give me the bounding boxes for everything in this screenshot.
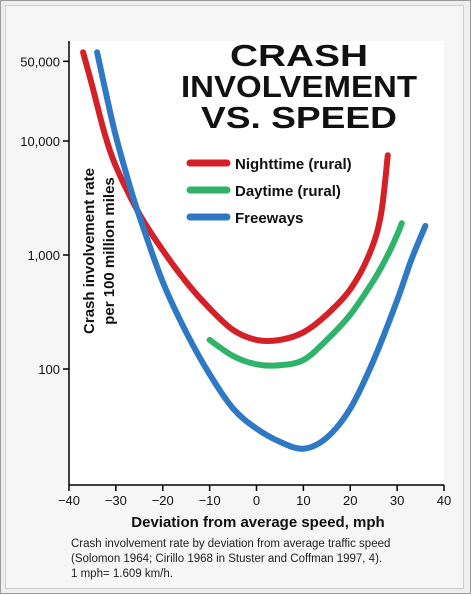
x-tick-label: −10 — [199, 493, 221, 508]
y-tick-label: 10,000 — [20, 134, 60, 149]
x-tick-label: −40 — [58, 493, 80, 508]
x-tick-label: 20 — [343, 493, 357, 508]
x-tick-label: −20 — [152, 493, 174, 508]
legend-label-daytime-rural: Daytime (rural) — [235, 183, 341, 200]
x-tick-label: 30 — [390, 493, 404, 508]
series-line-daytime-rural — [206, 220, 405, 369]
y-ticks: 50,000 10,000 1,000 100 — [20, 54, 69, 377]
x-tick-label: 10 — [296, 493, 310, 508]
y-tick-label: 100 — [38, 362, 60, 377]
series-group — [80, 49, 429, 452]
caption-line-2: (Solomon 1964; Cirillo 1968 in Stuster a… — [71, 553, 383, 565]
x-tick-label: 40 — [437, 493, 451, 508]
chart-title-line-3: VS. SPEED — [201, 100, 397, 135]
y-axis-label-line-2: per 100 million miles — [101, 177, 118, 325]
caption-line-1: Crash involvement rate by deviation from… — [71, 538, 391, 550]
legend-label-nighttime-rural: Nighttime (rural) — [235, 156, 352, 173]
series-line-nighttime-rural — [80, 49, 391, 345]
chart-title-line-1: CRASH — [230, 38, 368, 73]
series-line-freeways — [94, 49, 429, 452]
x-ticks: −40 −30 −20 −10 0 10 20 30 40 — [58, 485, 451, 508]
y-tick-label: 50,000 — [20, 54, 60, 69]
chart-title: CRASH INVOLVEMENT VS. SPEED — [181, 38, 417, 135]
y-tick-label: 1,000 — [27, 248, 60, 263]
chart-title-line-2: INVOLVEMENT — [181, 69, 417, 104]
caption-line-3: 1 mph= 1.609 km/h. — [71, 568, 173, 580]
x-tick-label: −30 — [105, 493, 127, 508]
legend: Nighttime (rural) Daytime (rural) Freeways — [186, 156, 352, 227]
x-tick-label: 0 — [253, 493, 260, 508]
y-axis-label-line-1: Crash involvement rate — [81, 168, 98, 334]
caption: Crash involvement rate by deviation from… — [71, 537, 463, 582]
x-axis-label: Deviation from average speed, mph — [131, 514, 384, 531]
y-axis-label: Crash involvement rate per 100 million m… — [81, 168, 118, 334]
legend-label-freeways: Freeways — [235, 210, 303, 227]
